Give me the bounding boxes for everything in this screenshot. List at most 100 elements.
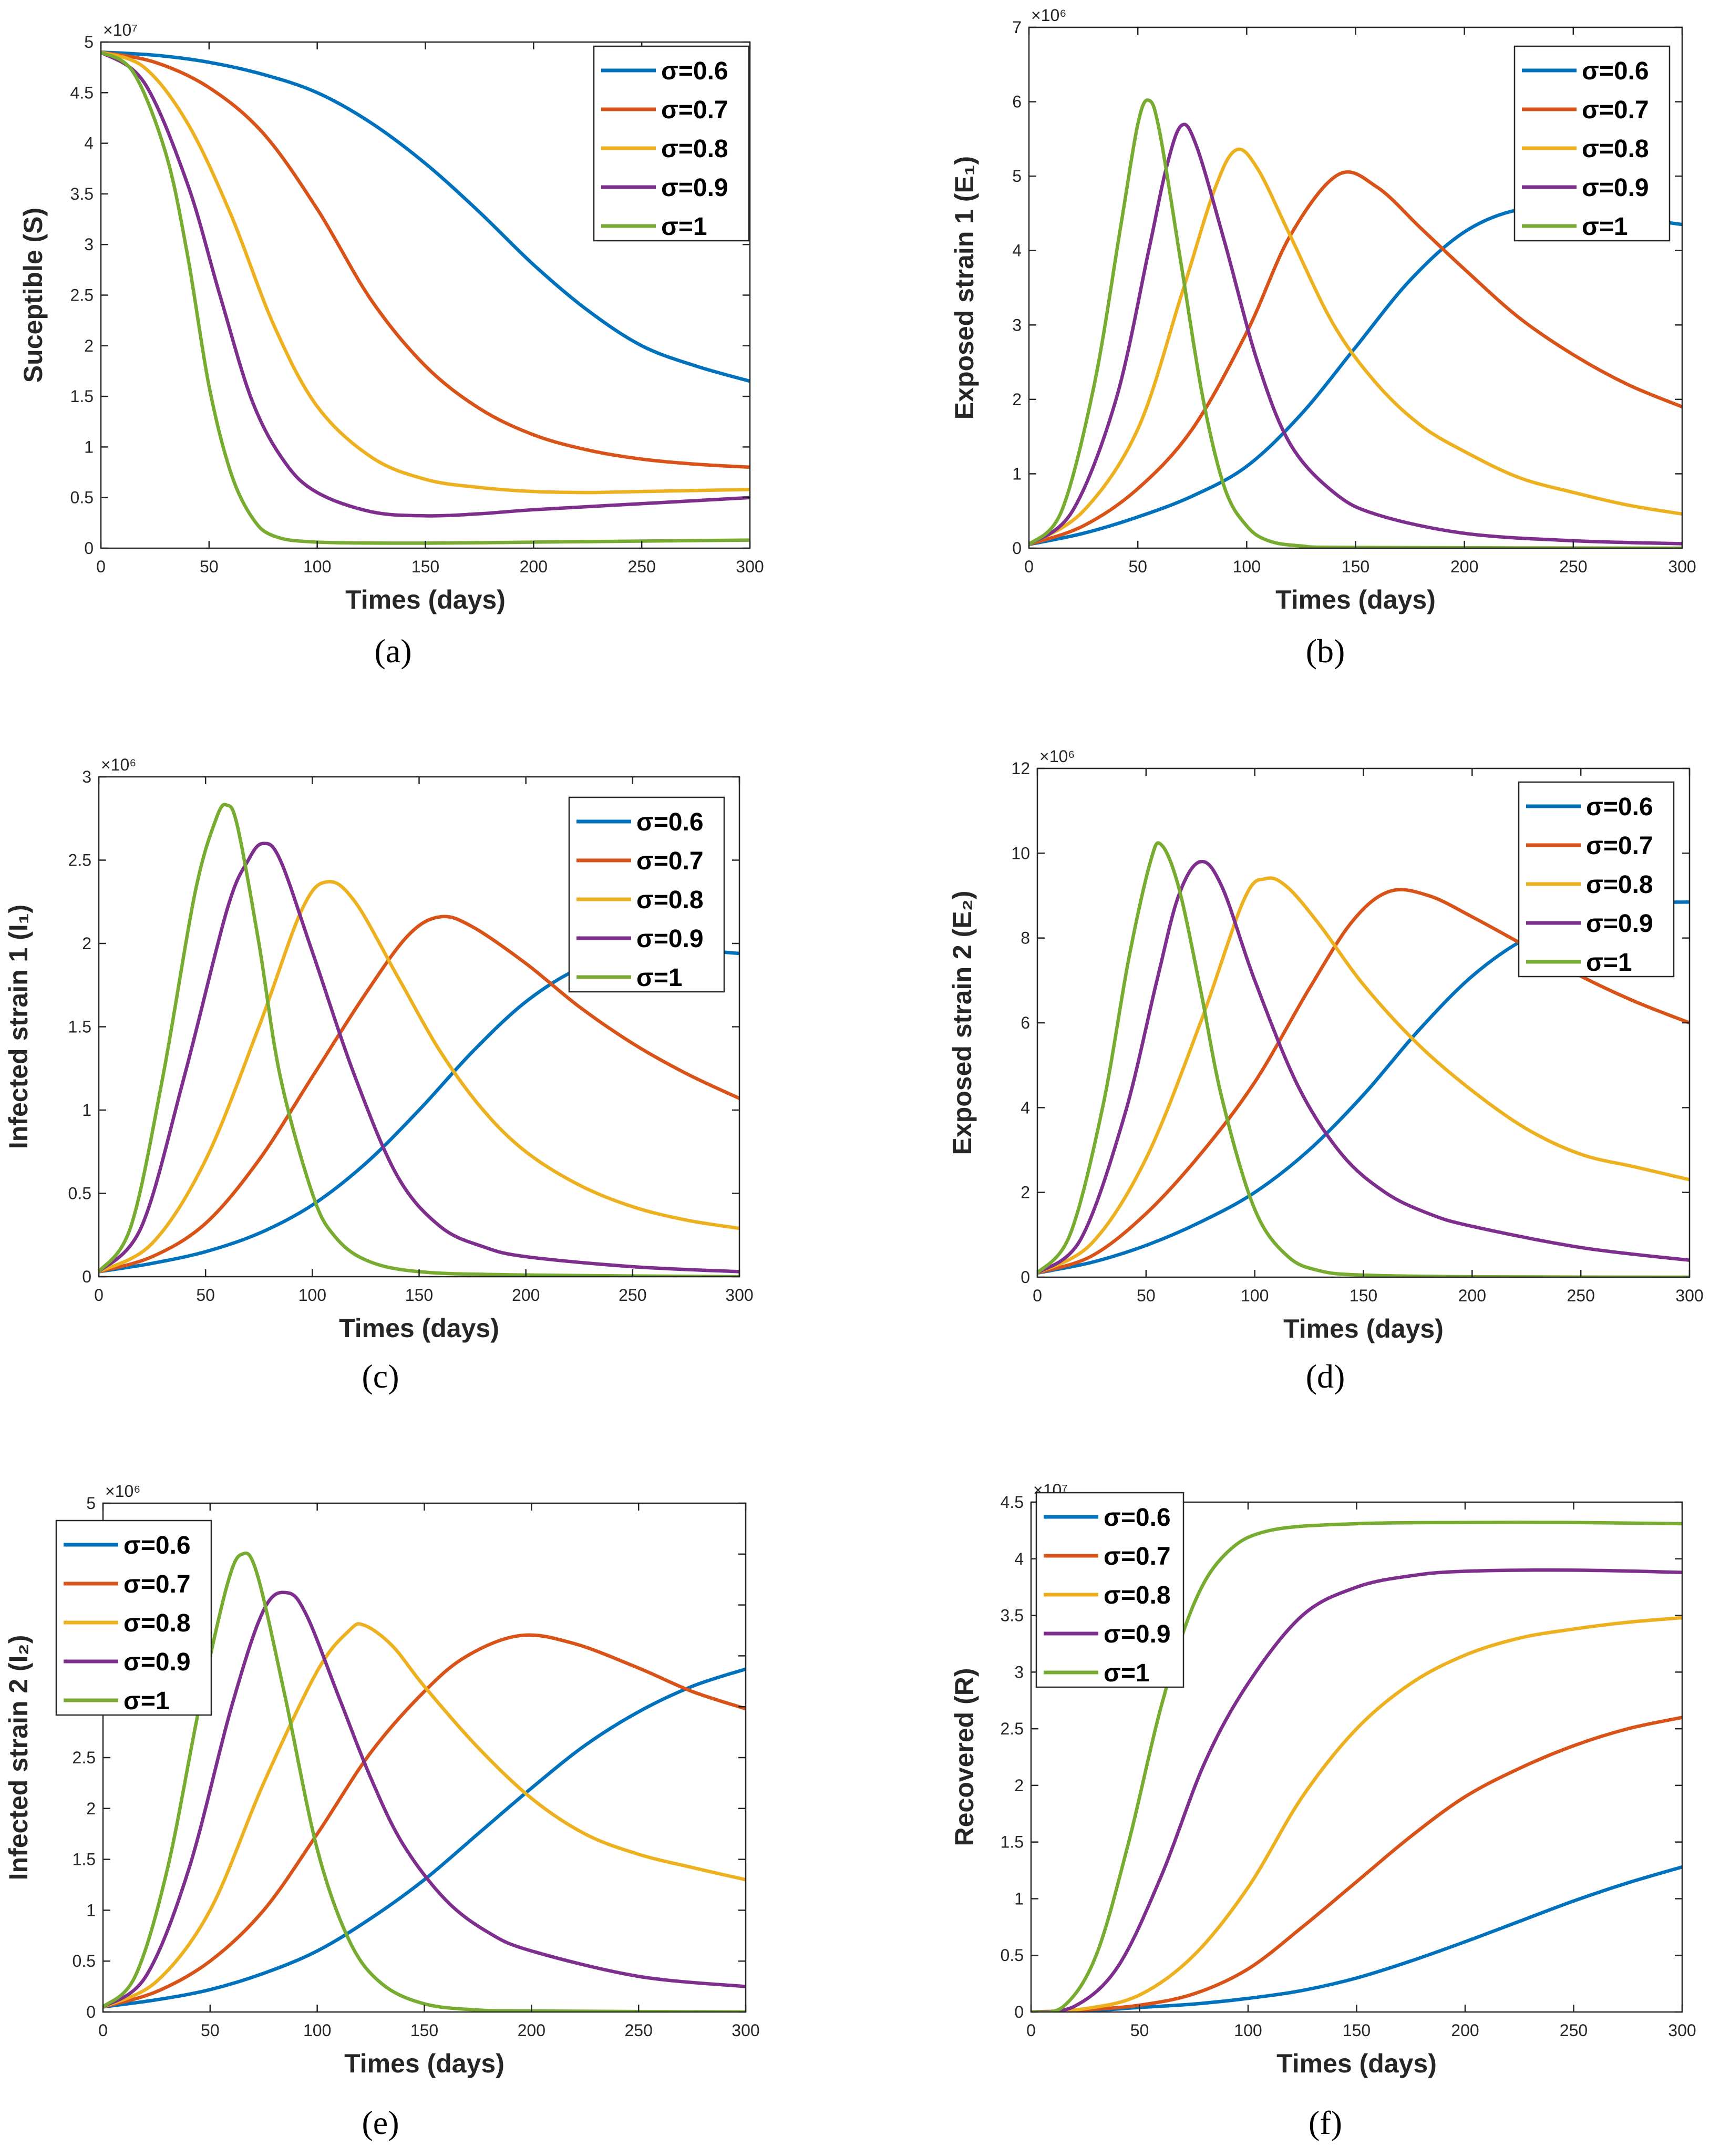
x-tick-label: 300	[725, 1286, 753, 1305]
y-tick-label: 0	[86, 2003, 96, 2021]
y-tick-label: 0	[82, 1267, 91, 1286]
y-tick-label: 8	[1021, 929, 1030, 948]
axis-multiplier: ×10⁶	[101, 755, 136, 774]
x-tick-label: 100	[1233, 557, 1261, 576]
legend-label-2: σ=0.8	[636, 886, 704, 914]
y-tick-label: 0.5	[70, 488, 94, 507]
series-line-c-2	[99, 880, 739, 1274]
x-tick-label: 200	[1450, 557, 1478, 576]
x-tick-label: 100	[303, 2021, 331, 2040]
x-tick-label: 100	[1241, 1286, 1269, 1305]
legend-label-0: σ=0.6	[1104, 1504, 1171, 1532]
y-tick-label: 6	[1012, 93, 1022, 111]
x-axis-label: Times (days)	[339, 1313, 499, 1343]
panel-b: 0 50 100 150 200 250 300 0 1 2 3 4 5 6 7 ×10⁶ Times (day…	[950, 6, 1696, 670]
legend-label-1: σ=0.7	[123, 1570, 191, 1598]
x-tick-label: 200	[518, 2021, 545, 2040]
x-tick-label: 150	[1350, 1286, 1377, 1305]
legend-label-0: σ=0.6	[1586, 793, 1653, 821]
legend-box	[593, 45, 750, 242]
legend-label-2: σ=0.8	[1586, 871, 1653, 899]
y-tick-label: 1	[1014, 1889, 1024, 1908]
legend-label-4: σ=1	[1586, 949, 1632, 977]
x-tick-label: 250	[1560, 2021, 1588, 2040]
y-tick-label: 2	[1012, 390, 1022, 409]
legend-label-2: σ=0.8	[1582, 135, 1649, 163]
y-tick-label: 1	[1012, 464, 1022, 483]
y-tick-label: 3	[84, 235, 94, 254]
panel-caption: (b)	[1306, 632, 1345, 670]
legend-label-0: σ=0.6	[636, 808, 704, 836]
series-line-b-1	[1029, 170, 1682, 547]
y-tick-label: 2	[82, 934, 91, 953]
y-tick-label: 0	[84, 539, 94, 558]
x-tick-label: 100	[298, 1286, 326, 1305]
x-tick-label: 200	[520, 557, 548, 576]
legend: σ=0.6 σ=0.7 σ=0.8 σ=0.9 σ=1	[55, 1520, 212, 1716]
y-tick-label: 3.5	[1001, 1606, 1024, 1625]
series-line-b-4	[1029, 98, 1682, 548]
y-tick-label: 2	[84, 336, 94, 355]
x-tick-label: 250	[624, 2021, 652, 2040]
series-line-a-4	[101, 50, 750, 545]
y-tick-label: 5	[1012, 167, 1022, 186]
series-line-f-4	[1031, 1521, 1682, 2012]
axis-multiplier: ×10⁶	[105, 1482, 140, 1501]
y-tick-label: 1.5	[70, 387, 94, 406]
legend-box	[1035, 1492, 1185, 1688]
x-tick-label: 50	[1137, 1286, 1156, 1305]
legend-box	[568, 796, 725, 993]
y-tick-label: 4.5	[70, 83, 94, 102]
y-tick-label: 2	[1021, 1183, 1030, 1202]
axis-multiplier: ×10⁶	[1031, 6, 1066, 25]
x-axis-label: Times (days)	[344, 2049, 504, 2078]
y-tick-label: 10	[1011, 844, 1030, 863]
x-tick-label: 250	[627, 557, 655, 576]
y-tick-label: 5	[86, 1494, 96, 1513]
legend: σ=0.6 σ=0.7 σ=0.8 σ=0.9 σ=1	[1035, 1492, 1185, 1688]
y-tick-label: 7	[1012, 18, 1022, 37]
y-tick-label: 3	[82, 767, 91, 786]
series-line-a-3	[101, 50, 750, 518]
panel-caption: (f)	[1309, 2104, 1342, 2141]
y-tick-label: 2	[86, 1799, 96, 1818]
y-tick-label: 0	[1021, 1268, 1030, 1287]
series-line-d-4	[1037, 841, 1690, 1277]
panel-a: 0 50 100 150 200 250 300 0 0.5 1 1.5 2 2.5 3 3.5 4 4.5 5 ×…	[18, 20, 764, 670]
y-tick-label: 6	[1021, 1013, 1030, 1032]
legend: σ=0.6 σ=0.7 σ=0.8 σ=0.9 σ=1	[593, 45, 750, 242]
y-tick-label: 0.5	[68, 1184, 91, 1203]
series-line-a-1	[101, 50, 750, 469]
x-tick-label: 300	[1675, 1286, 1703, 1305]
y-axis-label: Exposed strain 1 (E₁)	[950, 156, 979, 419]
legend-label-2: σ=0.8	[1104, 1582, 1171, 1609]
x-axis-label: Times (days)	[1276, 2049, 1437, 2078]
x-tick-label: 100	[303, 557, 331, 576]
legend-label-3: σ=0.9	[1104, 1620, 1171, 1648]
series-line-d-3	[1037, 859, 1690, 1275]
x-tick-label: 50	[201, 2021, 220, 2040]
x-tick-label: 150	[410, 2021, 438, 2040]
x-tick-label: 250	[1559, 557, 1587, 576]
legend-label-4: σ=1	[636, 964, 683, 992]
panel-c: 0 50 100 150 200 250 300 0 0.5 1 1.5 2 2.5 3 ×10⁶ Times…	[4, 755, 754, 1395]
panel-d: 0 50 100 150 200 250 300 0 2 4 6 8 10 12 ×10⁶ Times (da…	[947, 747, 1704, 1395]
y-tick-label: 0.5	[73, 1952, 96, 1970]
x-tick-label: 200	[1458, 1286, 1486, 1305]
y-axis-label: Exposed strain 2 (E₂)	[947, 891, 977, 1155]
y-tick-label: 2.5	[68, 851, 91, 870]
legend-label-4: σ=1	[123, 1687, 170, 1715]
y-axis-label: Suceptible (S)	[18, 208, 48, 383]
axis-multiplier: ×10⁶	[1039, 747, 1075, 766]
legend-label-3: σ=0.9	[636, 925, 704, 953]
legend-box	[1513, 45, 1671, 242]
legend-label-1: σ=0.7	[1586, 832, 1653, 860]
legend-label-1: σ=0.7	[1104, 1543, 1171, 1570]
legend-label-4: σ=1	[1104, 1659, 1150, 1687]
y-tick-label: 4	[1012, 241, 1022, 260]
y-tick-label: 4	[84, 134, 94, 153]
x-tick-label: 50	[200, 557, 219, 576]
series-line-c-4	[99, 803, 739, 1277]
x-tick-label: 300	[732, 2021, 759, 2040]
legend-label-2: σ=0.8	[123, 1609, 191, 1637]
